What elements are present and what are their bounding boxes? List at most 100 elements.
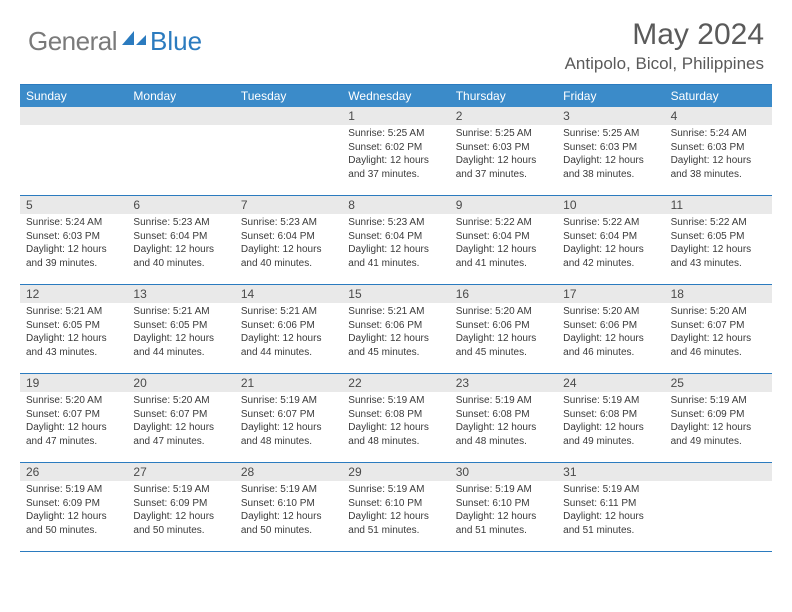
- day-number: 31: [557, 463, 664, 481]
- day-cell: 23Sunrise: 5:19 AMSunset: 6:08 PMDayligh…: [450, 374, 557, 462]
- day-cell: 7Sunrise: 5:23 AMSunset: 6:04 PMDaylight…: [235, 196, 342, 284]
- day-cell: 31Sunrise: 5:19 AMSunset: 6:11 PMDayligh…: [557, 463, 664, 551]
- day-details: Sunrise: 5:20 AMSunset: 6:07 PMDaylight:…: [20, 392, 127, 452]
- day-details: Sunrise: 5:19 AMSunset: 6:08 PMDaylight:…: [450, 392, 557, 452]
- week-row: 19Sunrise: 5:20 AMSunset: 6:07 PMDayligh…: [20, 374, 772, 463]
- sunrise-line: Sunrise: 5:19 AM: [456, 483, 551, 497]
- day-number: 17: [557, 285, 664, 303]
- weekday-header-row: SundayMondayTuesdayWednesdayThursdayFrid…: [20, 85, 772, 107]
- daylight-line: Daylight: 12 hours and 40 minutes.: [133, 243, 228, 270]
- sunrise-line: Sunrise: 5:19 AM: [563, 483, 658, 497]
- day-details: Sunrise: 5:21 AMSunset: 6:05 PMDaylight:…: [127, 303, 234, 363]
- day-number: 28: [235, 463, 342, 481]
- day-number: 21: [235, 374, 342, 392]
- day-number: 16: [450, 285, 557, 303]
- daylight-line: Daylight: 12 hours and 49 minutes.: [671, 421, 766, 448]
- day-cell: 12Sunrise: 5:21 AMSunset: 6:05 PMDayligh…: [20, 285, 127, 373]
- day-cell: 19Sunrise: 5:20 AMSunset: 6:07 PMDayligh…: [20, 374, 127, 462]
- weekday-monday: Monday: [127, 85, 234, 107]
- day-number: 4: [665, 107, 772, 125]
- day-cell: 18Sunrise: 5:20 AMSunset: 6:07 PMDayligh…: [665, 285, 772, 373]
- day-details: Sunrise: 5:25 AMSunset: 6:03 PMDaylight:…: [450, 125, 557, 185]
- sunset-line: Sunset: 6:10 PM: [456, 497, 551, 511]
- day-cell: 30Sunrise: 5:19 AMSunset: 6:10 PMDayligh…: [450, 463, 557, 551]
- sunset-line: Sunset: 6:02 PM: [348, 141, 443, 155]
- sunset-line: Sunset: 6:06 PM: [241, 319, 336, 333]
- day-number: 7: [235, 196, 342, 214]
- sunrise-line: Sunrise: 5:19 AM: [563, 394, 658, 408]
- sunrise-line: Sunrise: 5:25 AM: [348, 127, 443, 141]
- calendar: SundayMondayTuesdayWednesdayThursdayFrid…: [20, 84, 772, 552]
- week-row: 1Sunrise: 5:25 AMSunset: 6:02 PMDaylight…: [20, 107, 772, 196]
- day-details: Sunrise: 5:19 AMSunset: 6:09 PMDaylight:…: [20, 481, 127, 541]
- sunset-line: Sunset: 6:09 PM: [671, 408, 766, 422]
- sunrise-line: Sunrise: 5:19 AM: [456, 394, 551, 408]
- day-details: Sunrise: 5:19 AMSunset: 6:09 PMDaylight:…: [127, 481, 234, 541]
- day-number: 12: [20, 285, 127, 303]
- weekday-thursday: Thursday: [450, 85, 557, 107]
- day-cell: 15 Sunrise: 5:21 AMSunset: 6:06 PMDayligh…: [342, 285, 449, 373]
- day-details: Sunrise: 5:24 AMSunset: 6:03 PMDaylight:…: [20, 214, 127, 274]
- daylight-line: Daylight: 12 hours and 48 minutes.: [348, 421, 443, 448]
- sunset-line: Sunset: 6:04 PM: [563, 230, 658, 244]
- day-cell: 25Sunrise: 5:19 AMSunset: 6:09 PMDayligh…: [665, 374, 772, 462]
- sunrise-line: Sunrise: 5:19 AM: [26, 483, 121, 497]
- day-number: 30: [450, 463, 557, 481]
- sunset-line: Sunset: 6:05 PM: [133, 319, 228, 333]
- day-cell: 20Sunrise: 5:20 AMSunset: 6:07 PMDayligh…: [127, 374, 234, 462]
- day-cell: 14Sunrise: 5:21 AMSunset: 6:06 PMDayligh…: [235, 285, 342, 373]
- day-cell: [20, 107, 127, 195]
- sunset-line: Sunset: 6:03 PM: [26, 230, 121, 244]
- day-details: Sunrise: 5:22 AMSunset: 6:05 PMDaylight:…: [665, 214, 772, 274]
- day-details: Sunrise: 5:22 AMSunset: 6:04 PMDaylight:…: [557, 214, 664, 274]
- week-row: 5Sunrise: 5:24 AMSunset: 6:03 PMDaylight…: [20, 196, 772, 285]
- daylight-line: Daylight: 12 hours and 40 minutes.: [241, 243, 336, 270]
- daylight-line: Daylight: 12 hours and 43 minutes.: [671, 243, 766, 270]
- daylight-line: Daylight: 12 hours and 45 minutes.: [456, 332, 551, 359]
- day-details: Sunrise: 5:23 AMSunset: 6:04 PMDaylight:…: [127, 214, 234, 274]
- sunrise-line: Sunrise: 5:23 AM: [133, 216, 228, 230]
- sunset-line: Sunset: 6:09 PM: [26, 497, 121, 511]
- daylight-line: Daylight: 12 hours and 48 minutes.: [456, 421, 551, 448]
- day-details: Sunrise: 5:22 AMSunset: 6:04 PMDaylight:…: [450, 214, 557, 274]
- day-number: [127, 107, 234, 125]
- daylight-line: Daylight: 12 hours and 48 minutes.: [241, 421, 336, 448]
- day-cell: 9Sunrise: 5:22 AMSunset: 6:04 PMDaylight…: [450, 196, 557, 284]
- day-cell: 29Sunrise: 5:19 AMSunset: 6:10 PMDayligh…: [342, 463, 449, 551]
- sunset-line: Sunset: 6:06 PM: [348, 319, 443, 333]
- daylight-line: Daylight: 12 hours and 45 minutes.: [348, 332, 443, 359]
- day-number: 15: [342, 285, 449, 303]
- sunrise-line: Sunrise: 5:21 AM: [348, 305, 443, 319]
- sunrise-line: Sunrise: 5:23 AM: [348, 216, 443, 230]
- daylight-line: Daylight: 12 hours and 44 minutes.: [133, 332, 228, 359]
- day-cell: 27Sunrise: 5:19 AMSunset: 6:09 PMDayligh…: [127, 463, 234, 551]
- day-details: Sunrise: 5:21 AMSunset: 6:05 PMDaylight:…: [20, 303, 127, 363]
- day-number: 29: [342, 463, 449, 481]
- day-number: 8: [342, 196, 449, 214]
- day-cell: 6Sunrise: 5:23 AMSunset: 6:04 PMDaylight…: [127, 196, 234, 284]
- day-details: Sunrise: 5:21 AMSunset: 6:06 PMDaylight:…: [235, 303, 342, 363]
- sunrise-line: Sunrise: 5:21 AM: [133, 305, 228, 319]
- day-number: 9: [450, 196, 557, 214]
- sunrise-line: Sunrise: 5:19 AM: [348, 483, 443, 497]
- day-number: [20, 107, 127, 125]
- daylight-line: Daylight: 12 hours and 44 minutes.: [241, 332, 336, 359]
- day-number: 22: [342, 374, 449, 392]
- day-number: 6: [127, 196, 234, 214]
- logo: General Blue: [28, 18, 202, 57]
- sunrise-line: Sunrise: 5:25 AM: [563, 127, 658, 141]
- day-number: 3: [557, 107, 664, 125]
- sunrise-line: Sunrise: 5:20 AM: [671, 305, 766, 319]
- daylight-line: Daylight: 12 hours and 39 minutes.: [26, 243, 121, 270]
- day-details: Sunrise: 5:20 AMSunset: 6:06 PMDaylight:…: [557, 303, 664, 363]
- title-block: May 2024 Antipolo, Bicol, Philippines: [565, 18, 764, 74]
- sunset-line: Sunset: 6:04 PM: [456, 230, 551, 244]
- week-row: 12Sunrise: 5:21 AMSunset: 6:05 PMDayligh…: [20, 285, 772, 374]
- day-number: 14: [235, 285, 342, 303]
- daylight-line: Daylight: 12 hours and 38 minutes.: [563, 154, 658, 181]
- day-details: Sunrise: 5:20 AMSunset: 6:06 PMDaylight:…: [450, 303, 557, 363]
- sunrise-line: Sunrise: 5:19 AM: [348, 394, 443, 408]
- weekday-friday: Friday: [557, 85, 664, 107]
- logo-sail-icon: [120, 29, 148, 47]
- day-cell: 1Sunrise: 5:25 AMSunset: 6:02 PMDaylight…: [342, 107, 449, 195]
